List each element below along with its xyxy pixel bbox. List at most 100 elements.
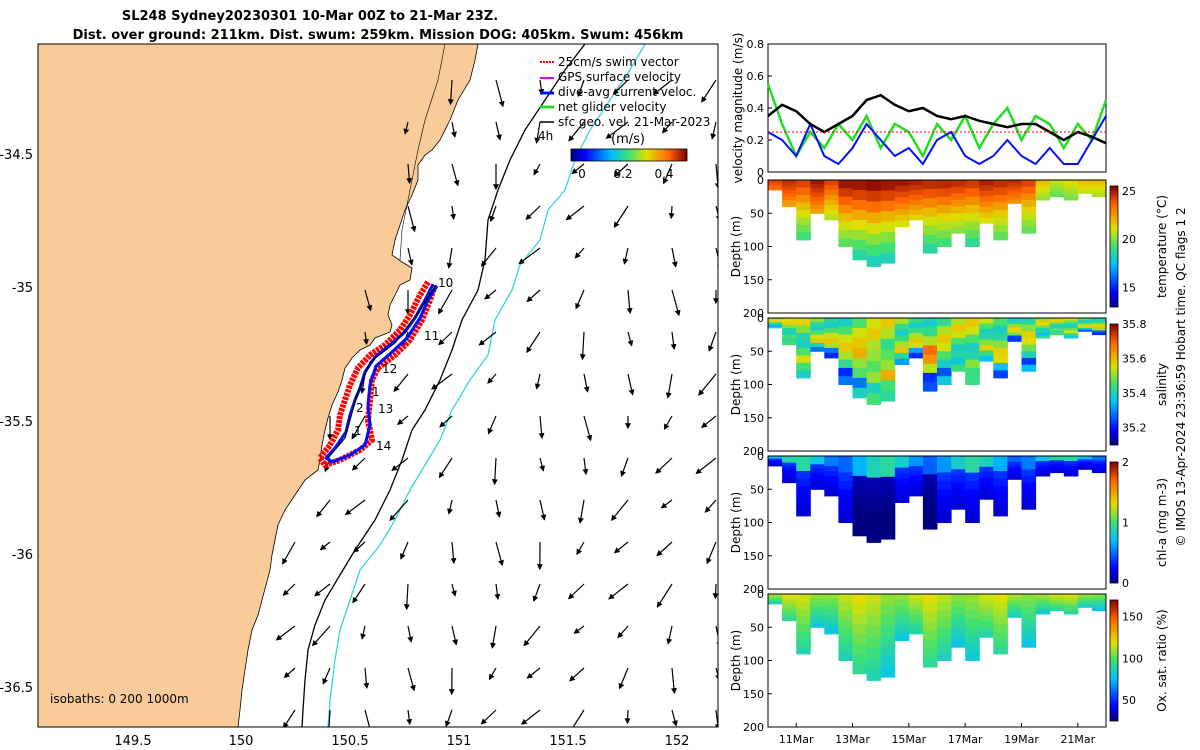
velocity-arrow: [407, 625, 414, 643]
section-cell: [852, 633, 868, 645]
section-cell: [1021, 206, 1037, 214]
section-cell: [1077, 326, 1093, 329]
section-cell: [1007, 476, 1022, 480]
section-cell: [1007, 458, 1022, 463]
velocity-arrow: [526, 289, 541, 303]
section-cell: [937, 497, 952, 507]
section-cell: [951, 489, 966, 497]
section-cell: [937, 351, 952, 361]
map-x-tick: 150.5: [331, 734, 368, 749]
section-cell: [880, 190, 896, 202]
section-cell: [922, 244, 938, 254]
section-cell: [993, 508, 1008, 517]
section-cell: [768, 321, 783, 324]
section-cell: [824, 209, 839, 216]
section-cell: [951, 344, 966, 352]
section-cell: [866, 350, 882, 362]
section-cell: [782, 331, 797, 336]
section-cell: [1091, 594, 1107, 597]
map-x-tick: 150: [229, 734, 254, 749]
section-cell: [894, 214, 910, 222]
section-cell: [993, 362, 1008, 371]
velocity-arrow: [627, 373, 635, 396]
section-cell: [1049, 456, 1065, 459]
section-cell: [880, 594, 896, 605]
section-cell: [1035, 594, 1051, 597]
section-cell: [993, 355, 1008, 364]
section-cell: [782, 479, 797, 484]
section-cell: [796, 493, 811, 502]
section-cell: [852, 663, 868, 675]
section-cell: [852, 199, 868, 211]
section-cell: [951, 351, 966, 359]
section-cell: [838, 643, 853, 653]
map-colorbar-tick: 0.4: [654, 167, 673, 181]
section-cell: [1007, 605, 1022, 609]
section-cell: [993, 370, 1008, 379]
velocity-arrow: [701, 79, 717, 103]
section-cell: [880, 646, 896, 657]
section-cell: [922, 456, 938, 466]
section-cell: [979, 350, 994, 357]
section-cell: [810, 200, 825, 206]
section-cell: [1035, 456, 1051, 459]
section-cell: [1021, 594, 1037, 602]
section-cell: [768, 597, 783, 600]
section-cell: [937, 367, 952, 377]
section-y-tick: 200: [743, 721, 764, 734]
section-cell: [965, 643, 980, 653]
section-cell: [937, 359, 952, 369]
section-cell: [1035, 185, 1051, 188]
section-cell: [1035, 606, 1051, 610]
section-cell: [993, 325, 1008, 334]
section-cell: [993, 456, 1008, 464]
section-cell: [1077, 181, 1093, 184]
section-cell: [824, 456, 839, 462]
section-cell: [838, 334, 853, 344]
section-cell: [922, 510, 938, 521]
section-cell: [922, 603, 938, 613]
section-cell: [824, 328, 839, 334]
section-cell: [782, 180, 797, 184]
map-time-marker: 4h: [538, 129, 553, 143]
section-cell: [894, 197, 910, 204]
day-label-2: 2: [356, 401, 364, 415]
section-cell: [796, 355, 811, 364]
section-cell: [1091, 604, 1107, 607]
section-cell: [810, 326, 825, 331]
section-cell: [965, 229, 980, 239]
section-cell: [824, 475, 839, 482]
section-cell: [1063, 197, 1079, 201]
section-cell: [894, 611, 910, 618]
section-cell: [1007, 182, 1022, 187]
section-cell: [824, 323, 839, 329]
section-cell: [1063, 333, 1079, 336]
section-cell: [965, 213, 980, 223]
section-cell: [824, 185, 839, 191]
colorbar-label: temperature (°C): [1155, 195, 1169, 298]
section-cell: [880, 497, 896, 509]
section-cell: [1007, 464, 1022, 469]
section-cell: [1077, 191, 1093, 194]
section-cell: [951, 620, 966, 628]
section-cell: [852, 653, 868, 665]
section-cell: [979, 493, 994, 500]
section-cell: [937, 196, 952, 206]
velocity-arrow: [624, 709, 631, 725]
section-cell: [768, 323, 783, 325]
section-cell: [951, 318, 966, 326]
section-cell: [1007, 473, 1022, 477]
velocity-arrow: [362, 331, 369, 346]
velocity-arrow: [431, 373, 453, 390]
colorbar-label: Ox. sat. ratio (%): [1155, 609, 1169, 711]
map-y-tick: -36: [12, 548, 33, 563]
section-cell: [1035, 463, 1051, 467]
section-cell: [894, 220, 910, 227]
velocity-arrow: [352, 541, 366, 553]
map-x-tick: 149.5: [114, 734, 151, 749]
section-cell: [894, 623, 910, 630]
velocity-y-tick: 0.4: [747, 102, 765, 115]
section-cell: [1049, 186, 1065, 189]
section-cell: [1063, 185, 1079, 188]
section-cell: [782, 610, 797, 615]
